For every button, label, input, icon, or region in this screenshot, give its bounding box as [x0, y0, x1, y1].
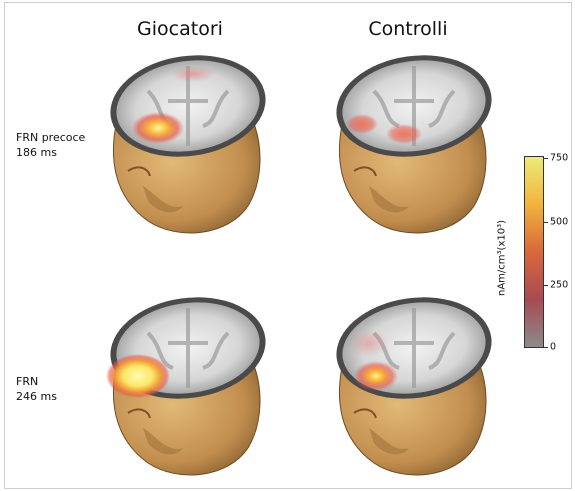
colorbar-tick-label-750: 750: [550, 152, 569, 164]
row-label-line1: FRN: [16, 375, 39, 388]
brain-render-giocatori-frn: [88, 288, 278, 483]
colorbar-tick-label-0: 0: [550, 341, 557, 353]
colorbar-tick: [544, 158, 548, 159]
brain-render-controlli-frn: [314, 288, 504, 483]
colorbar-unit-label: nAm/cm³(x10³): [496, 220, 508, 296]
row-label-line2: 186 ms: [16, 146, 57, 159]
row-label-frn: FRN 246 ms: [16, 374, 57, 404]
colorbar-tick: [544, 222, 548, 223]
colorbar-tick: [544, 285, 548, 286]
row-label-frn-precoce: FRN precoce 186 ms: [16, 130, 85, 160]
column-title-giocatori: Giocatori: [137, 18, 223, 40]
brain-render-giocatori-frn-precoce: [88, 46, 278, 241]
colorbar-tick-label-250: 250: [550, 279, 569, 291]
column-title-controlli: Controlli: [368, 18, 448, 40]
row-label-line2: 246 ms: [16, 390, 57, 403]
colorbar-gradient: [524, 156, 544, 348]
row-label-line1: FRN precoce: [16, 131, 86, 144]
brain-render-controlli-frn-precoce: [314, 46, 504, 241]
colorbar: 750 500 250 0: [520, 152, 572, 356]
colorbar-tick-label-500: 500: [550, 216, 569, 228]
colorbar-tick: [544, 347, 548, 348]
